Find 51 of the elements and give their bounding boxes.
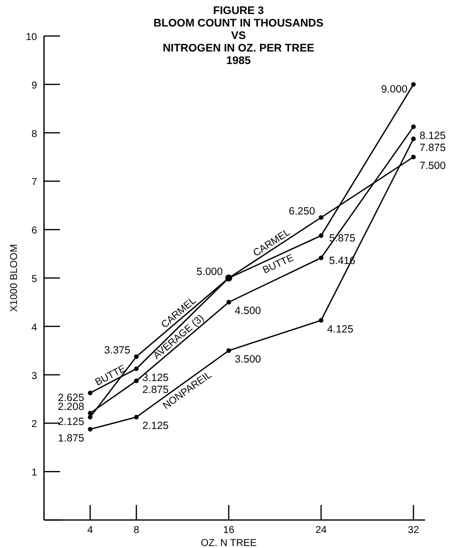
point bbox=[318, 215, 324, 220]
point bbox=[134, 378, 139, 384]
point bbox=[88, 390, 92, 396]
point bbox=[411, 82, 416, 87]
data-label: 2.125 bbox=[58, 416, 84, 428]
data-label: 8.125 bbox=[419, 130, 446, 142]
x-tick-label: 8 bbox=[134, 525, 140, 536]
y-tick-label: 1 bbox=[31, 468, 38, 479]
point bbox=[411, 154, 416, 160]
data-label: 9.000 bbox=[381, 83, 408, 96]
y-tick-label: 3 bbox=[31, 370, 38, 382]
point bbox=[88, 410, 92, 416]
point bbox=[134, 354, 139, 359]
x-tick-label: 4 bbox=[87, 525, 94, 536]
y-tick-label: 4 bbox=[31, 322, 38, 334]
y-tick-label: 2 bbox=[31, 419, 38, 430]
x-tick-label: 24 bbox=[316, 525, 328, 536]
y-tick-label: 7 bbox=[31, 177, 38, 188]
data-label: 5.000 bbox=[196, 266, 223, 278]
point bbox=[134, 414, 139, 420]
data-label: 6.250 bbox=[288, 206, 316, 218]
data-label: 3.500 bbox=[234, 354, 262, 366]
data-label: 7.500 bbox=[419, 160, 446, 172]
y-tick-label: 8 bbox=[31, 128, 38, 140]
data-label: 7.875 bbox=[419, 142, 446, 154]
point bbox=[226, 300, 232, 304]
data-label: 1.875 bbox=[58, 432, 84, 444]
point bbox=[318, 233, 324, 238]
point bbox=[318, 318, 324, 323]
x-tick-label: 32 bbox=[408, 525, 420, 536]
point bbox=[226, 348, 232, 353]
point bbox=[318, 256, 324, 260]
point bbox=[411, 124, 416, 130]
data-label: 3.375 bbox=[104, 344, 131, 357]
y-axis-title: X1000 BLOOM bbox=[9, 244, 20, 312]
point bbox=[88, 414, 92, 420]
x-tick-label: 16 bbox=[223, 525, 235, 536]
y-tick-label: 6 bbox=[31, 226, 38, 237]
data-label: 4.500 bbox=[234, 305, 262, 318]
y-tick-label: 5 bbox=[31, 274, 38, 285]
y-tick-label: 9 bbox=[31, 80, 38, 92]
point bbox=[134, 366, 139, 372]
data-label: 4.125 bbox=[327, 323, 354, 336]
x-axis-title: OZ. N TREE bbox=[200, 538, 258, 548]
y-tick-label: 10 bbox=[26, 32, 38, 43]
point bbox=[88, 426, 92, 432]
chart-title: FIGURE 3 BLOOM COUNT IN THOUSANDS VS NITROGEN IN OZ. PER TREE 1985 bbox=[154, 5, 324, 67]
data-label: 2.125 bbox=[142, 420, 169, 432]
data-label: 2.625 bbox=[58, 392, 84, 404]
point bbox=[411, 136, 416, 142]
data-label: 2.208 bbox=[58, 401, 84, 414]
